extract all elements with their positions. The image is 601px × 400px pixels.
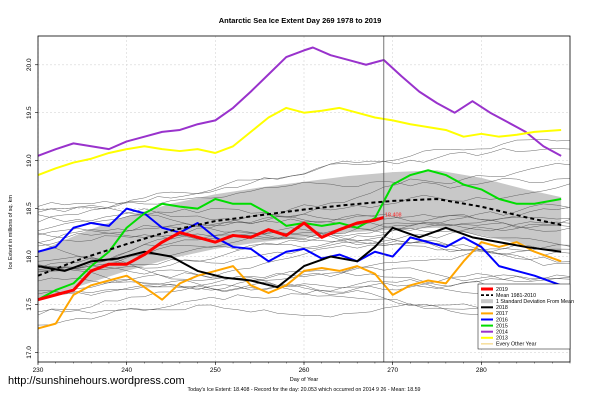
other-year-line bbox=[37, 178, 571, 212]
series-line-mean-1981-2010 bbox=[37, 198, 562, 277]
legend-swatch bbox=[481, 299, 493, 304]
footer-summary: Today's Ice Extent: 18.408 - Record for … bbox=[187, 387, 420, 393]
y-tick-label: 19.0 bbox=[26, 154, 33, 167]
legend-entry-label: 2017 bbox=[496, 311, 508, 317]
y-axis-label: Ice Extent in millions of sq. km bbox=[8, 195, 14, 269]
series-line-2015 bbox=[37, 169, 562, 301]
legend-entry-label: 2019 bbox=[496, 287, 508, 293]
legend-entry-label: Every Other Year bbox=[496, 342, 537, 348]
legend-entry-label: 2014 bbox=[496, 330, 508, 336]
series-line-2014 bbox=[37, 46, 562, 157]
other-year-line bbox=[37, 273, 571, 326]
other-year-line bbox=[37, 221, 571, 269]
other-year-line bbox=[37, 214, 571, 255]
series-line-2016 bbox=[37, 207, 562, 287]
x-tick-label: 250 bbox=[210, 367, 221, 374]
y-tick-label: 17.5 bbox=[26, 298, 33, 311]
legend-entry-label: Mean 1981-2010 bbox=[496, 293, 536, 299]
y-tick-label: 20.0 bbox=[26, 58, 33, 71]
watermark-url: http://sunshinehours.wordpress.com bbox=[8, 375, 185, 387]
series-line-2017 bbox=[37, 241, 562, 330]
y-tick-label: 17.0 bbox=[26, 346, 33, 359]
other-year-line bbox=[37, 222, 571, 247]
x-axis-label: Day of Year bbox=[290, 377, 319, 383]
y-axis: 17.0 17.5 18.0 18.5 19.0 19.5 20.0 bbox=[26, 58, 38, 359]
legend-entry-label: 1 Standard Deviation From Mean bbox=[496, 299, 574, 305]
x-tick-label: 260 bbox=[299, 367, 310, 374]
other-year-line bbox=[37, 277, 571, 293]
legend-entry-label: 2018 bbox=[496, 305, 508, 311]
other-year-line bbox=[37, 239, 571, 278]
y-tick-label: 18.5 bbox=[26, 202, 33, 215]
series-lines bbox=[37, 46, 562, 330]
x-tick-label: 280 bbox=[476, 367, 487, 374]
y-tick-label: 19.5 bbox=[26, 106, 33, 119]
y-tick-label: 18.0 bbox=[26, 250, 33, 263]
x-tick-label: 270 bbox=[387, 367, 398, 374]
x-axis: 230 240 250 260 270 280 bbox=[33, 362, 571, 374]
other-year-line bbox=[37, 183, 571, 243]
chart-title: Antarctic Sea Ice Extent Day 269 1978 to… bbox=[219, 16, 382, 25]
series-line-2019 bbox=[37, 215, 385, 302]
other-year-line bbox=[37, 206, 571, 272]
legend-entry-label: 2015 bbox=[496, 323, 508, 329]
legend-entry-label: 2016 bbox=[496, 317, 508, 323]
x-tick-label: 230 bbox=[33, 367, 44, 374]
series-line-2013 bbox=[37, 106, 562, 176]
other-year-line bbox=[37, 272, 571, 294]
x-tick-label: 240 bbox=[121, 367, 132, 374]
series-line-2018 bbox=[37, 226, 562, 289]
other-years-lines bbox=[37, 139, 571, 329]
current-value-label: 18.408 bbox=[385, 212, 402, 218]
legend-box bbox=[477, 283, 571, 350]
legend-entry-label: 2013 bbox=[496, 336, 508, 342]
plot-area: 18.408 bbox=[37, 36, 571, 362]
other-year-line bbox=[37, 205, 571, 232]
other-year-line bbox=[37, 139, 571, 223]
